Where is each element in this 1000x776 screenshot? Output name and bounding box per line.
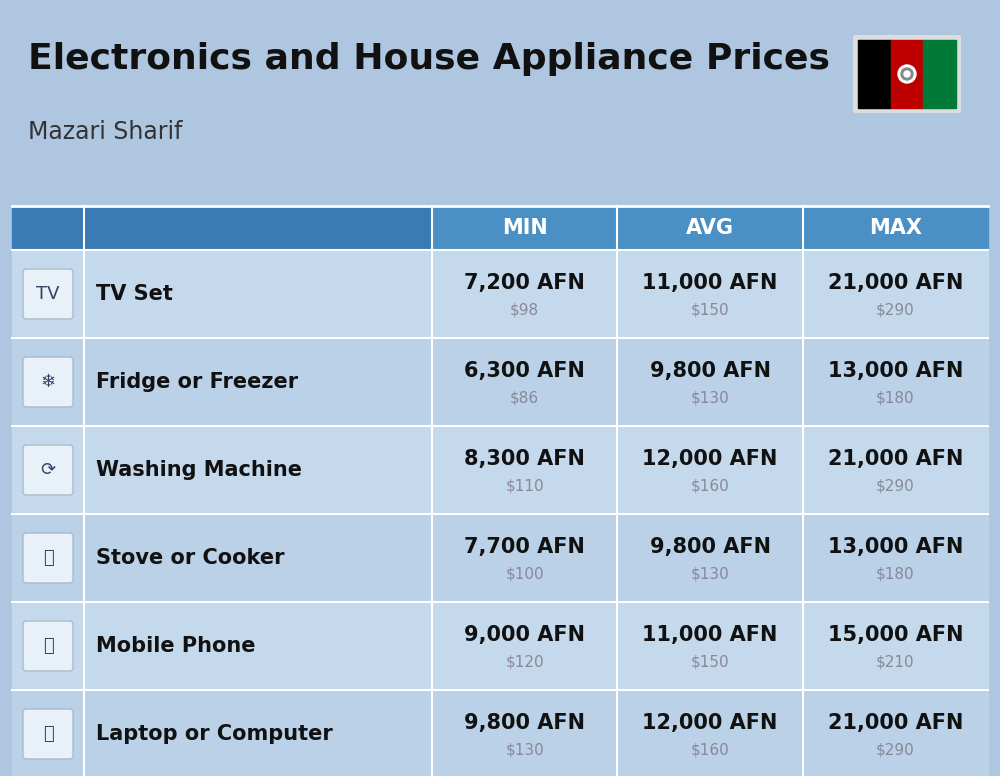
Text: ⟳: ⟳ <box>40 461 56 479</box>
Text: 12,000 AFN: 12,000 AFN <box>642 713 778 733</box>
Text: AVG: AVG <box>686 218 734 238</box>
Text: Mobile Phone: Mobile Phone <box>96 636 256 656</box>
FancyBboxPatch shape <box>23 357 73 407</box>
Text: 9,800 AFN: 9,800 AFN <box>650 361 770 381</box>
Text: TV Set: TV Set <box>96 284 173 304</box>
Bar <box>432 206 988 250</box>
Text: $290: $290 <box>876 303 915 317</box>
Text: 6,300 AFN: 6,300 AFN <box>464 361 585 381</box>
Text: Mazari Sharif: Mazari Sharif <box>28 120 182 144</box>
Text: 7,700 AFN: 7,700 AFN <box>464 537 585 557</box>
Text: $290: $290 <box>876 479 915 494</box>
Bar <box>12 602 988 690</box>
Bar <box>891 40 923 108</box>
Text: 11,000 AFN: 11,000 AFN <box>642 625 778 645</box>
Text: 💻: 💻 <box>43 725 53 743</box>
Text: 21,000 AFN: 21,000 AFN <box>828 449 963 469</box>
Text: Stove or Cooker: Stove or Cooker <box>96 548 285 568</box>
Text: $130: $130 <box>691 566 729 581</box>
FancyBboxPatch shape <box>23 621 73 671</box>
Text: 13,000 AFN: 13,000 AFN <box>828 537 963 557</box>
Bar <box>12 206 432 250</box>
FancyBboxPatch shape <box>23 709 73 759</box>
Bar <box>858 40 891 108</box>
Bar <box>12 426 988 514</box>
Text: 📱: 📱 <box>43 637 53 655</box>
Bar <box>12 250 988 338</box>
Text: $150: $150 <box>691 654 729 670</box>
Text: $100: $100 <box>505 566 544 581</box>
Text: Fridge or Freezer: Fridge or Freezer <box>96 372 298 392</box>
Text: TV: TV <box>36 285 60 303</box>
Text: $160: $160 <box>691 743 729 757</box>
Text: $150: $150 <box>691 303 729 317</box>
Text: $86: $86 <box>510 390 539 406</box>
Text: Washing Machine: Washing Machine <box>96 460 302 480</box>
Text: 9,000 AFN: 9,000 AFN <box>464 625 585 645</box>
Text: MIN: MIN <box>502 218 548 238</box>
Text: 13,000 AFN: 13,000 AFN <box>828 361 963 381</box>
Text: $210: $210 <box>876 654 915 670</box>
Circle shape <box>904 71 910 77</box>
Text: Electronics and House Appliance Prices: Electronics and House Appliance Prices <box>28 42 830 76</box>
Text: 21,000 AFN: 21,000 AFN <box>828 273 963 293</box>
Text: $130: $130 <box>691 390 729 406</box>
Circle shape <box>901 68 913 80</box>
Text: $160: $160 <box>691 479 729 494</box>
Text: 9,800 AFN: 9,800 AFN <box>464 713 585 733</box>
FancyBboxPatch shape <box>23 533 73 583</box>
Bar <box>12 338 988 426</box>
Text: $180: $180 <box>876 390 915 406</box>
Text: $120: $120 <box>505 654 544 670</box>
Circle shape <box>898 65 916 83</box>
FancyBboxPatch shape <box>23 445 73 495</box>
FancyBboxPatch shape <box>853 35 961 113</box>
FancyBboxPatch shape <box>23 269 73 319</box>
Text: MAX: MAX <box>869 218 922 238</box>
Text: $130: $130 <box>505 743 544 757</box>
Text: 21,000 AFN: 21,000 AFN <box>828 713 963 733</box>
Text: 15,000 AFN: 15,000 AFN <box>828 625 963 645</box>
Text: $98: $98 <box>510 303 539 317</box>
Text: 🔥: 🔥 <box>43 549 53 567</box>
Text: $180: $180 <box>876 566 915 581</box>
Text: $110: $110 <box>505 479 544 494</box>
Bar <box>12 514 988 602</box>
Text: 7,200 AFN: 7,200 AFN <box>464 273 585 293</box>
Text: $290: $290 <box>876 743 915 757</box>
Text: ❄: ❄ <box>40 373 56 391</box>
Text: Laptop or Computer: Laptop or Computer <box>96 724 333 744</box>
Text: 8,300 AFN: 8,300 AFN <box>464 449 585 469</box>
Text: 12,000 AFN: 12,000 AFN <box>642 449 778 469</box>
Text: 11,000 AFN: 11,000 AFN <box>642 273 778 293</box>
Bar <box>12 690 988 776</box>
Text: 9,800 AFN: 9,800 AFN <box>650 537 770 557</box>
Bar <box>923 40 956 108</box>
